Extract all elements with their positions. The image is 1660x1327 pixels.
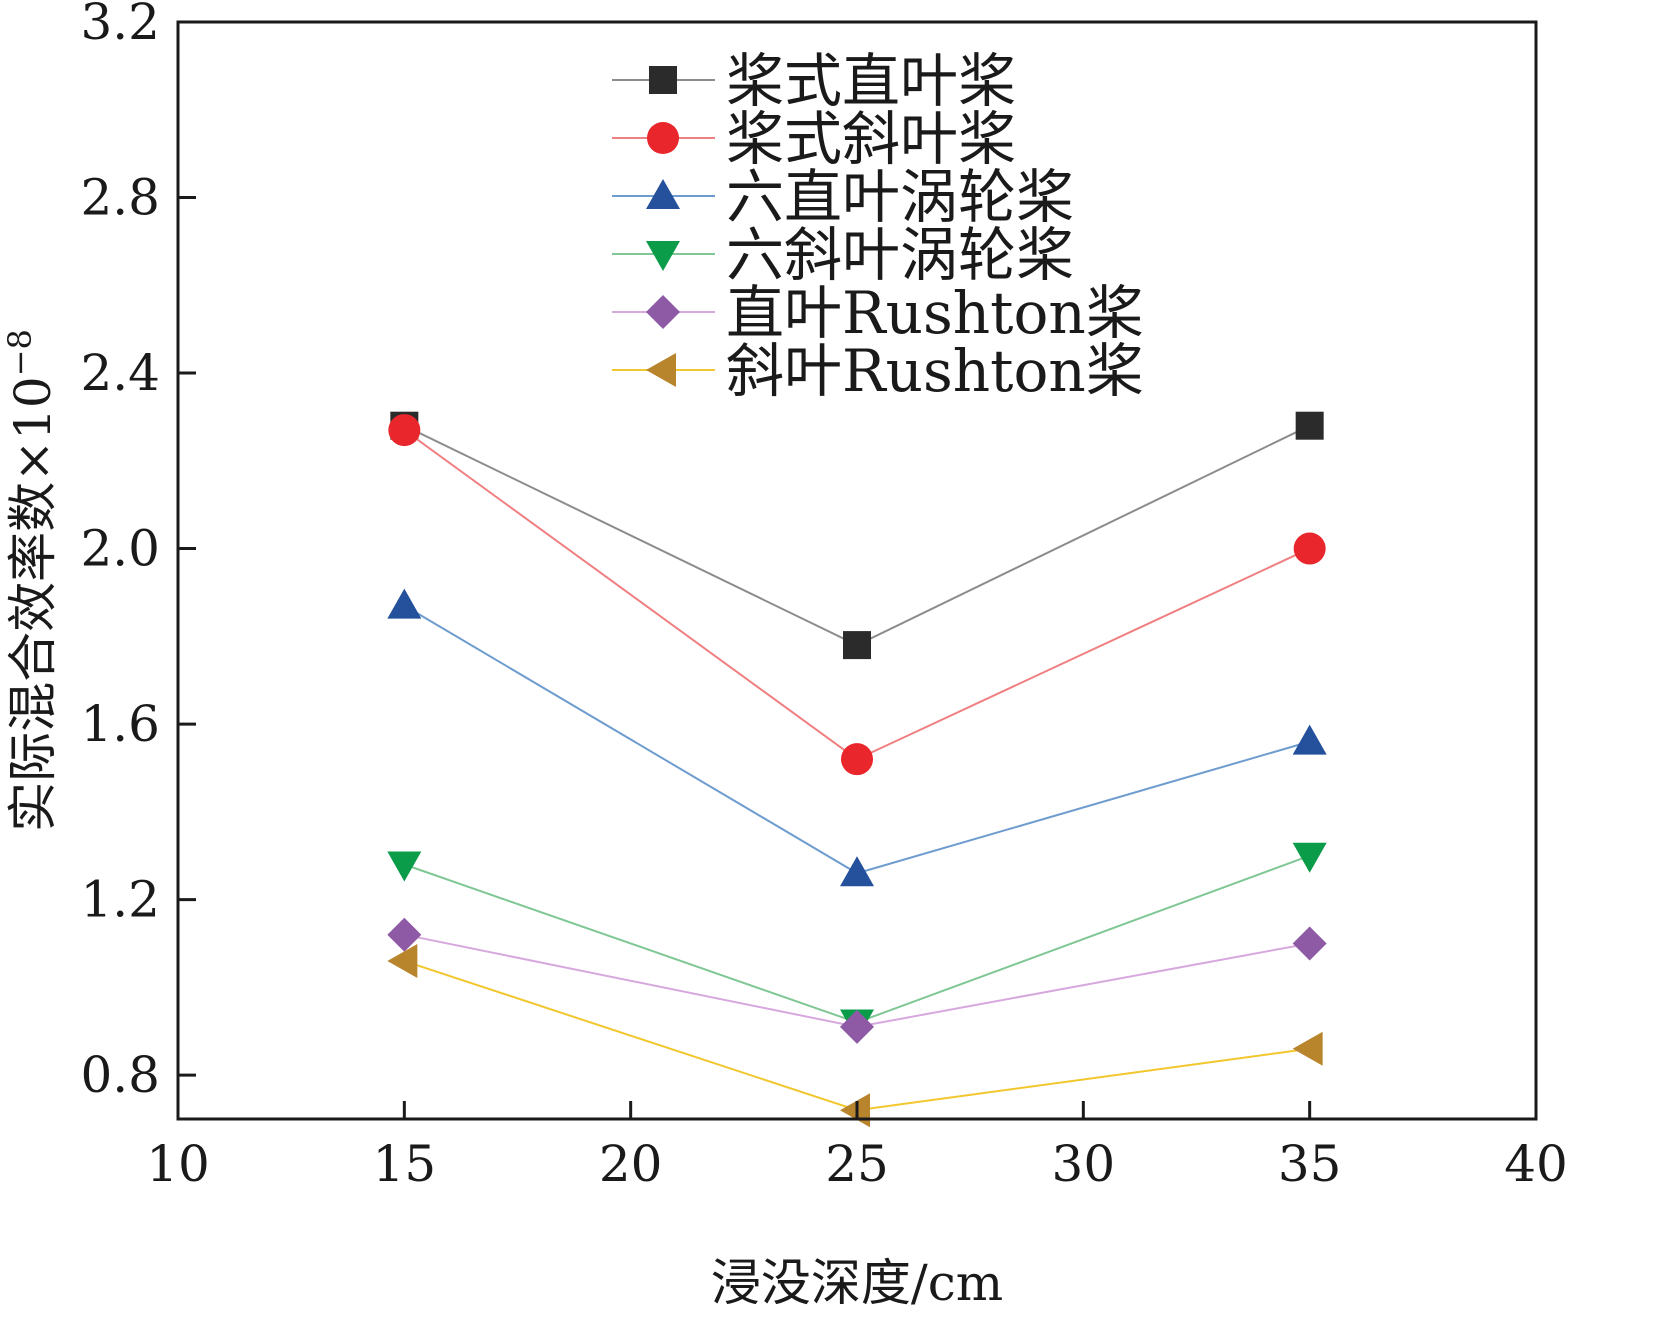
x-tick-label: 15	[373, 1135, 437, 1193]
x-tick-label: 20	[599, 1135, 663, 1193]
x-axis-title: 浸没深度/cm	[711, 1254, 1003, 1312]
x-tick-label: 40	[1504, 1135, 1568, 1193]
legend-label: 六斜叶涡轮桨	[726, 221, 1074, 289]
series-2	[388, 414, 1326, 776]
legend-label: 桨式斜叶桨	[726, 105, 1016, 173]
data-point	[387, 917, 422, 952]
x-axis: 10 15 20 25 30 35 40	[146, 1101, 1568, 1193]
legend-item: 六直叶涡轮桨	[612, 163, 1074, 231]
x-tick-label: 25	[825, 1135, 889, 1193]
series-3	[387, 588, 1327, 887]
data-point	[841, 743, 873, 776]
legend-item: 斜叶Rushton桨	[612, 337, 1144, 405]
data-point	[387, 588, 422, 619]
legend-marker	[646, 179, 680, 209]
y-tick-label: 3.2	[80, 0, 160, 51]
legend-label: 六直叶涡轮桨	[726, 163, 1074, 231]
y-tick-label: 2.0	[80, 520, 160, 578]
legend-marker	[647, 122, 679, 154]
legend-item: 桨式斜叶桨	[612, 105, 1016, 173]
y-tick-label: 1.6	[80, 695, 160, 753]
data-point	[1292, 842, 1327, 873]
series-layer	[387, 411, 1327, 1128]
data-point	[840, 1009, 874, 1044]
y-tick-label: 0.8	[80, 1046, 160, 1104]
x-tick-label: 10	[146, 1135, 210, 1193]
data-point	[1293, 532, 1326, 565]
legend-label: 桨式直叶桨	[726, 47, 1016, 115]
y-axis: 0.8 1.2 1.6 2.0 2.4 2.8 3.2	[80, 0, 196, 1104]
svg-text:实际混合效率数×10−8: 实际混合效率数×10−8	[1, 329, 62, 832]
data-point	[1292, 724, 1327, 755]
data-point	[1292, 926, 1327, 961]
legend-marker	[646, 295, 680, 329]
legend-marker	[646, 241, 680, 271]
data-point	[843, 631, 871, 660]
data-point	[840, 856, 874, 887]
series-5	[387, 917, 1327, 1044]
x-tick-label: 35	[1278, 1135, 1342, 1193]
legend-item: 六斜叶涡轮桨	[612, 221, 1074, 289]
legend-marker	[649, 66, 677, 94]
y-tick-label: 1.2	[80, 871, 160, 929]
y-tick-label: 2.4	[80, 344, 160, 402]
data-point	[388, 414, 421, 447]
y-axis-title-exponent: −8	[1, 329, 39, 376]
legend-item: 直叶Rushton桨	[612, 279, 1144, 347]
legend-label: 斜叶Rushton桨	[726, 337, 1144, 405]
y-tick-label: 2.8	[80, 169, 160, 227]
legend-marker	[646, 353, 676, 387]
legend: 桨式直叶桨桨式斜叶桨六直叶涡轮桨六斜叶涡轮桨直叶Rushton桨斜叶Rushto…	[612, 47, 1144, 405]
data-point	[387, 851, 422, 882]
y-axis-title-text: 实际混合效率数×10	[4, 376, 62, 832]
data-point	[1292, 1031, 1323, 1066]
legend-item: 桨式直叶桨	[612, 47, 1016, 115]
y-axis-title: 实际混合效率数×10−8	[1, 329, 62, 832]
data-point	[387, 944, 418, 979]
legend-label: 直叶Rushton桨	[726, 279, 1144, 347]
data-point	[1295, 411, 1324, 440]
x-tick-label: 30	[1052, 1135, 1116, 1193]
